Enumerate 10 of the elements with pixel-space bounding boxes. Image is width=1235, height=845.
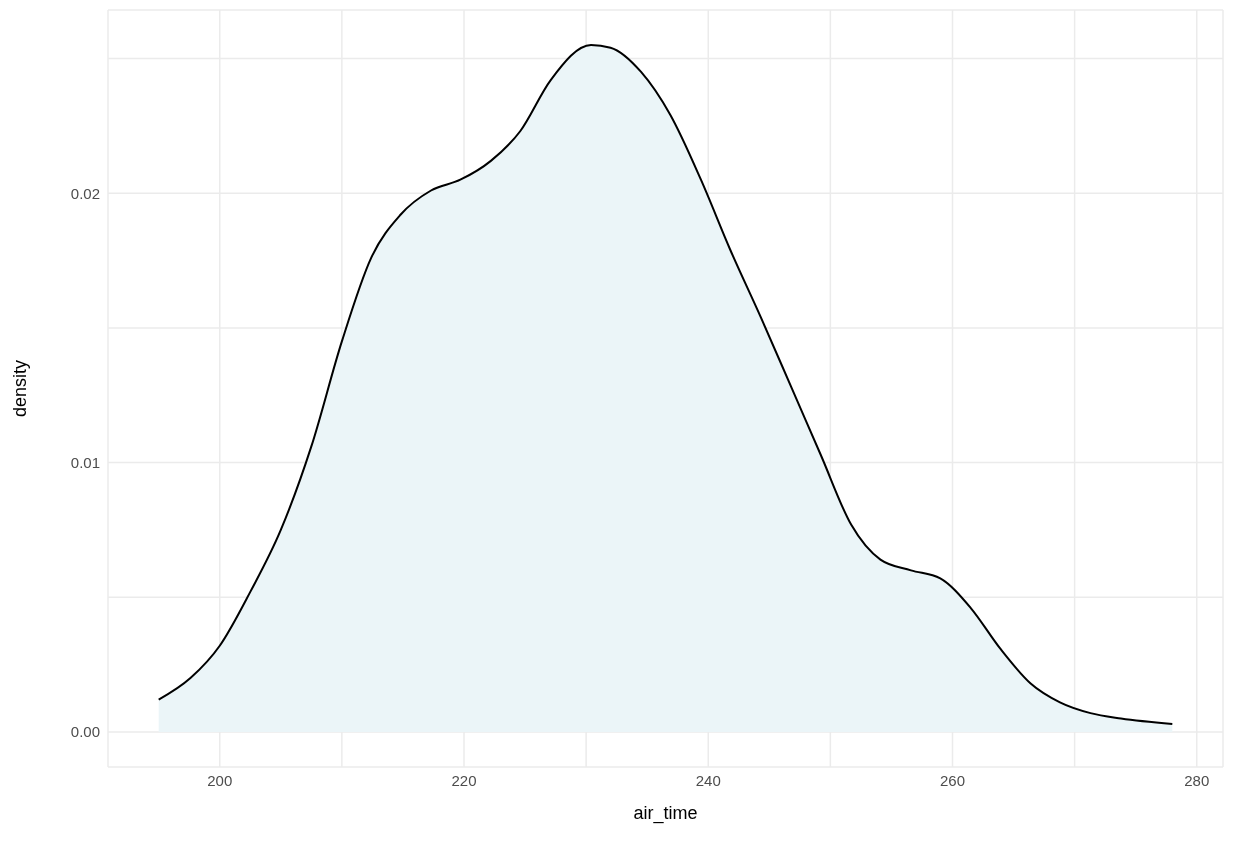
- y-tick-label: 0.00: [70, 723, 100, 741]
- x-tick-label: 260: [939, 771, 966, 789]
- x-tick-label: 200: [207, 771, 233, 789]
- x-axis-title: air_time: [633, 803, 698, 824]
- x-tick-label: 240: [695, 771, 721, 789]
- x-tick-label: 220: [451, 771, 477, 789]
- y-tick-label: 0.01: [70, 453, 100, 471]
- y-axis-title: density: [10, 359, 31, 418]
- y-tick-label: 0.02: [70, 184, 100, 202]
- x-tick-label: 280: [1184, 771, 1210, 789]
